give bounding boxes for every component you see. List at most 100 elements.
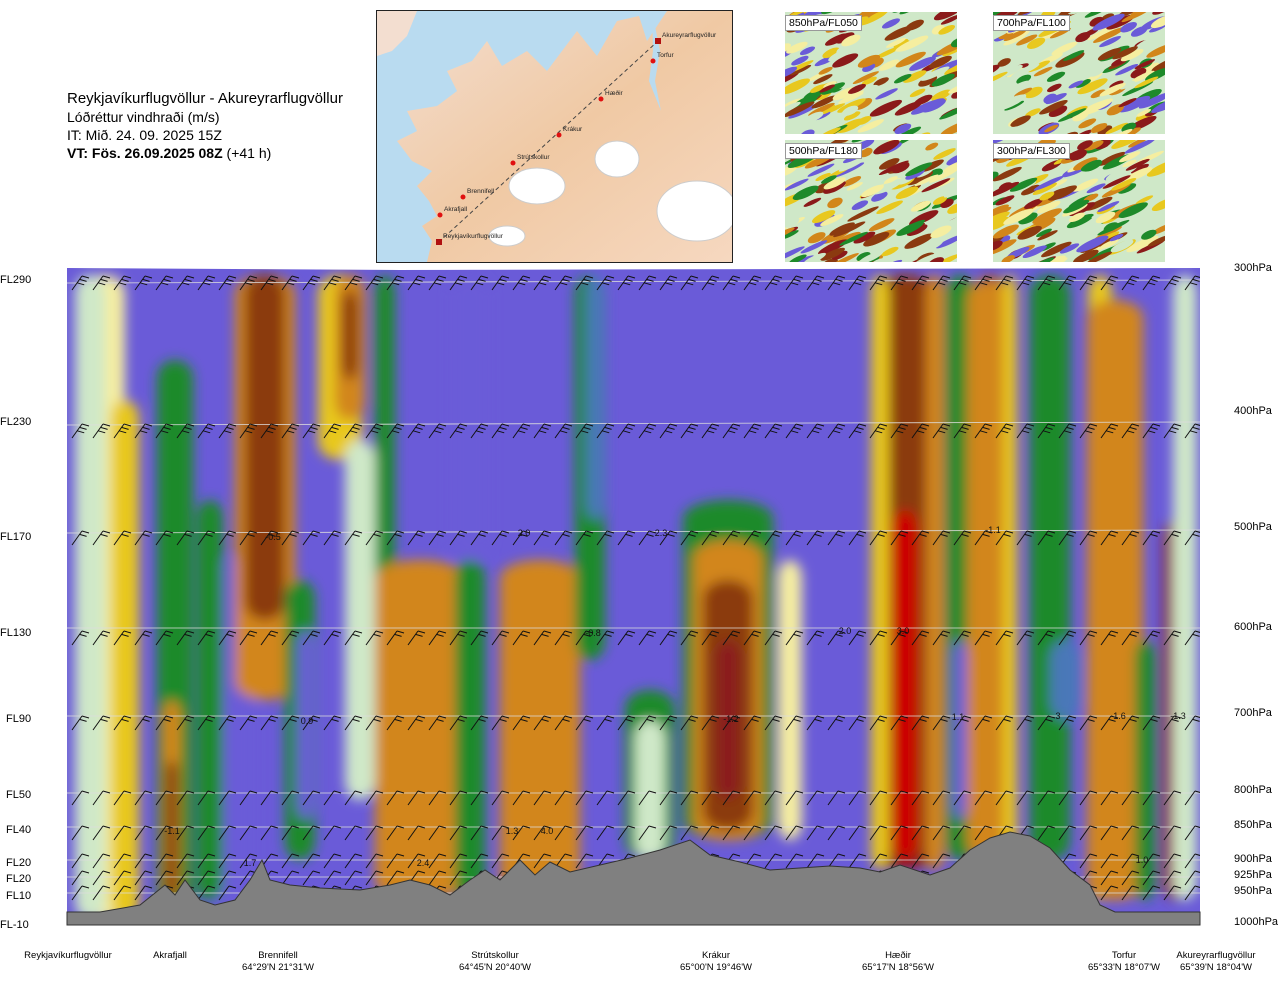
wind-barb (1184, 853, 1200, 869)
wind-barb (743, 715, 762, 731)
wind-barb (659, 630, 678, 646)
wind-barb (974, 825, 993, 841)
wind-barb (533, 790, 552, 806)
wind-barb (974, 715, 993, 731)
wind-barb (785, 530, 804, 546)
wind-barb (407, 275, 426, 291)
wind-barb (470, 530, 489, 546)
field-cell (342, 290, 358, 380)
value-label: 2.0 (839, 626, 852, 636)
wind-barb (134, 870, 153, 886)
wind-barb (323, 825, 342, 841)
thumbnail-300[interactable]: 300hPa/FL300 (993, 140, 1165, 262)
wind-barb (617, 790, 636, 806)
wind-barb (113, 423, 132, 439)
wind-barb (1121, 630, 1140, 646)
wind-barb (701, 423, 720, 439)
waypoint-label: Hæðir (605, 89, 624, 97)
wind-barb (71, 275, 90, 291)
wind-barb (1142, 790, 1161, 806)
wind-barb (785, 630, 804, 646)
flight-level-label: FL90 (6, 713, 32, 725)
flight-level-label: FL130 (0, 627, 32, 639)
valid-time: VT: Fös. 26.09.2025 08Z (+41 h) (67, 144, 343, 162)
thumbnail-700[interactable]: 700hPa/FL100 (993, 12, 1165, 134)
wind-barb (953, 630, 972, 646)
wind-barb (953, 715, 972, 731)
wind-barb (890, 423, 909, 439)
wind-barb (260, 530, 279, 546)
wind-barb (911, 853, 930, 869)
field-cell (871, 275, 889, 870)
wind-barb (407, 423, 426, 439)
wind-barb (281, 790, 300, 806)
wind-barb (848, 630, 867, 646)
valid-time-text: VT: Fös. 26.09.2025 08Z (67, 145, 223, 161)
pressure-label: 925hPa (1234, 869, 1272, 881)
wind-barb (344, 530, 363, 546)
field-cell (75, 275, 105, 920)
land-nw (377, 11, 417, 56)
flight-level-label: FL50 (6, 789, 32, 801)
wind-barb (491, 530, 510, 546)
wind-barb (155, 423, 174, 439)
route-map[interactable]: Reykjavíkurflugvöllur Akrafjall Brennifell… (376, 10, 733, 263)
wind-barb (995, 790, 1014, 806)
flight-level-label: FL230 (0, 416, 32, 428)
wind-barb (1016, 715, 1035, 731)
land-shape (397, 11, 732, 262)
wind-barb (932, 825, 951, 841)
wind-barb (638, 715, 657, 731)
wind-barb (1079, 715, 1098, 731)
wind-barb (1037, 630, 1056, 646)
wind-barb (512, 530, 531, 546)
wind-barb (638, 630, 657, 646)
wind-barb (533, 715, 552, 731)
wind-barb (92, 885, 111, 901)
vertical-velocity-field (67, 268, 1200, 925)
wind-barb (71, 825, 90, 841)
thumbnail-500[interactable]: 500hPa/FL180 (785, 140, 957, 262)
wind-barb (1058, 790, 1077, 806)
station-name: Brennifell (258, 950, 298, 961)
wind-barb (1037, 825, 1056, 841)
wind-barb (344, 853, 363, 869)
wind-barb (428, 870, 447, 886)
wind-barb (932, 715, 951, 731)
wind-barb (155, 870, 174, 886)
wind-barb (554, 715, 573, 731)
pressure-label: 1000hPa (1234, 916, 1279, 928)
wind-barb (722, 423, 741, 439)
wind-barb (638, 530, 657, 546)
wind-barb (1058, 715, 1077, 731)
wind-barb (617, 530, 636, 546)
wind-barb (1100, 630, 1119, 646)
field-cell (251, 280, 279, 560)
thumbnail-850[interactable]: 850hPa/FL050 (785, 12, 957, 134)
glacier-hofsjokull (594, 140, 640, 178)
wind-barb (449, 825, 468, 841)
wind-barb (722, 530, 741, 546)
wind-barb (932, 530, 951, 546)
wind-barb (806, 423, 825, 439)
wind-barb (512, 715, 531, 731)
wind-barb (218, 630, 237, 646)
waypoint-marker (598, 96, 604, 102)
wind-barb (1079, 790, 1098, 806)
wind-barb (239, 853, 258, 869)
cross-section-chart[interactable]: -0.5 2.0 2.3 -1.1 -0.8 2.0 3.0 0.9 -1.2 1.1 3 -1.6 -… (0, 265, 1280, 981)
wind-barb (911, 715, 930, 731)
field-cell (892, 510, 918, 860)
wind-barb (281, 630, 300, 646)
station-label: Hæðir 65°17'N 18°56'W (838, 950, 958, 974)
wind-barb (71, 885, 90, 901)
pressure-label: 600hPa (1234, 621, 1272, 633)
wind-barb (764, 423, 783, 439)
wind-barb (554, 790, 573, 806)
wind-barb (449, 530, 468, 546)
field-cell (375, 560, 465, 900)
wind-barb (512, 275, 531, 291)
wind-barb (281, 853, 300, 869)
waypoint-label: Reykjavíkurflugvöllur (443, 233, 504, 240)
wind-barb (386, 853, 405, 869)
